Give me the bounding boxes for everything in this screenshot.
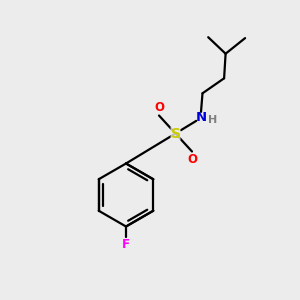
Text: O: O — [187, 153, 197, 166]
Text: S: S — [170, 127, 181, 140]
Text: N: N — [195, 111, 207, 124]
Text: O: O — [154, 101, 164, 114]
Text: F: F — [122, 238, 130, 251]
Text: H: H — [208, 115, 217, 125]
